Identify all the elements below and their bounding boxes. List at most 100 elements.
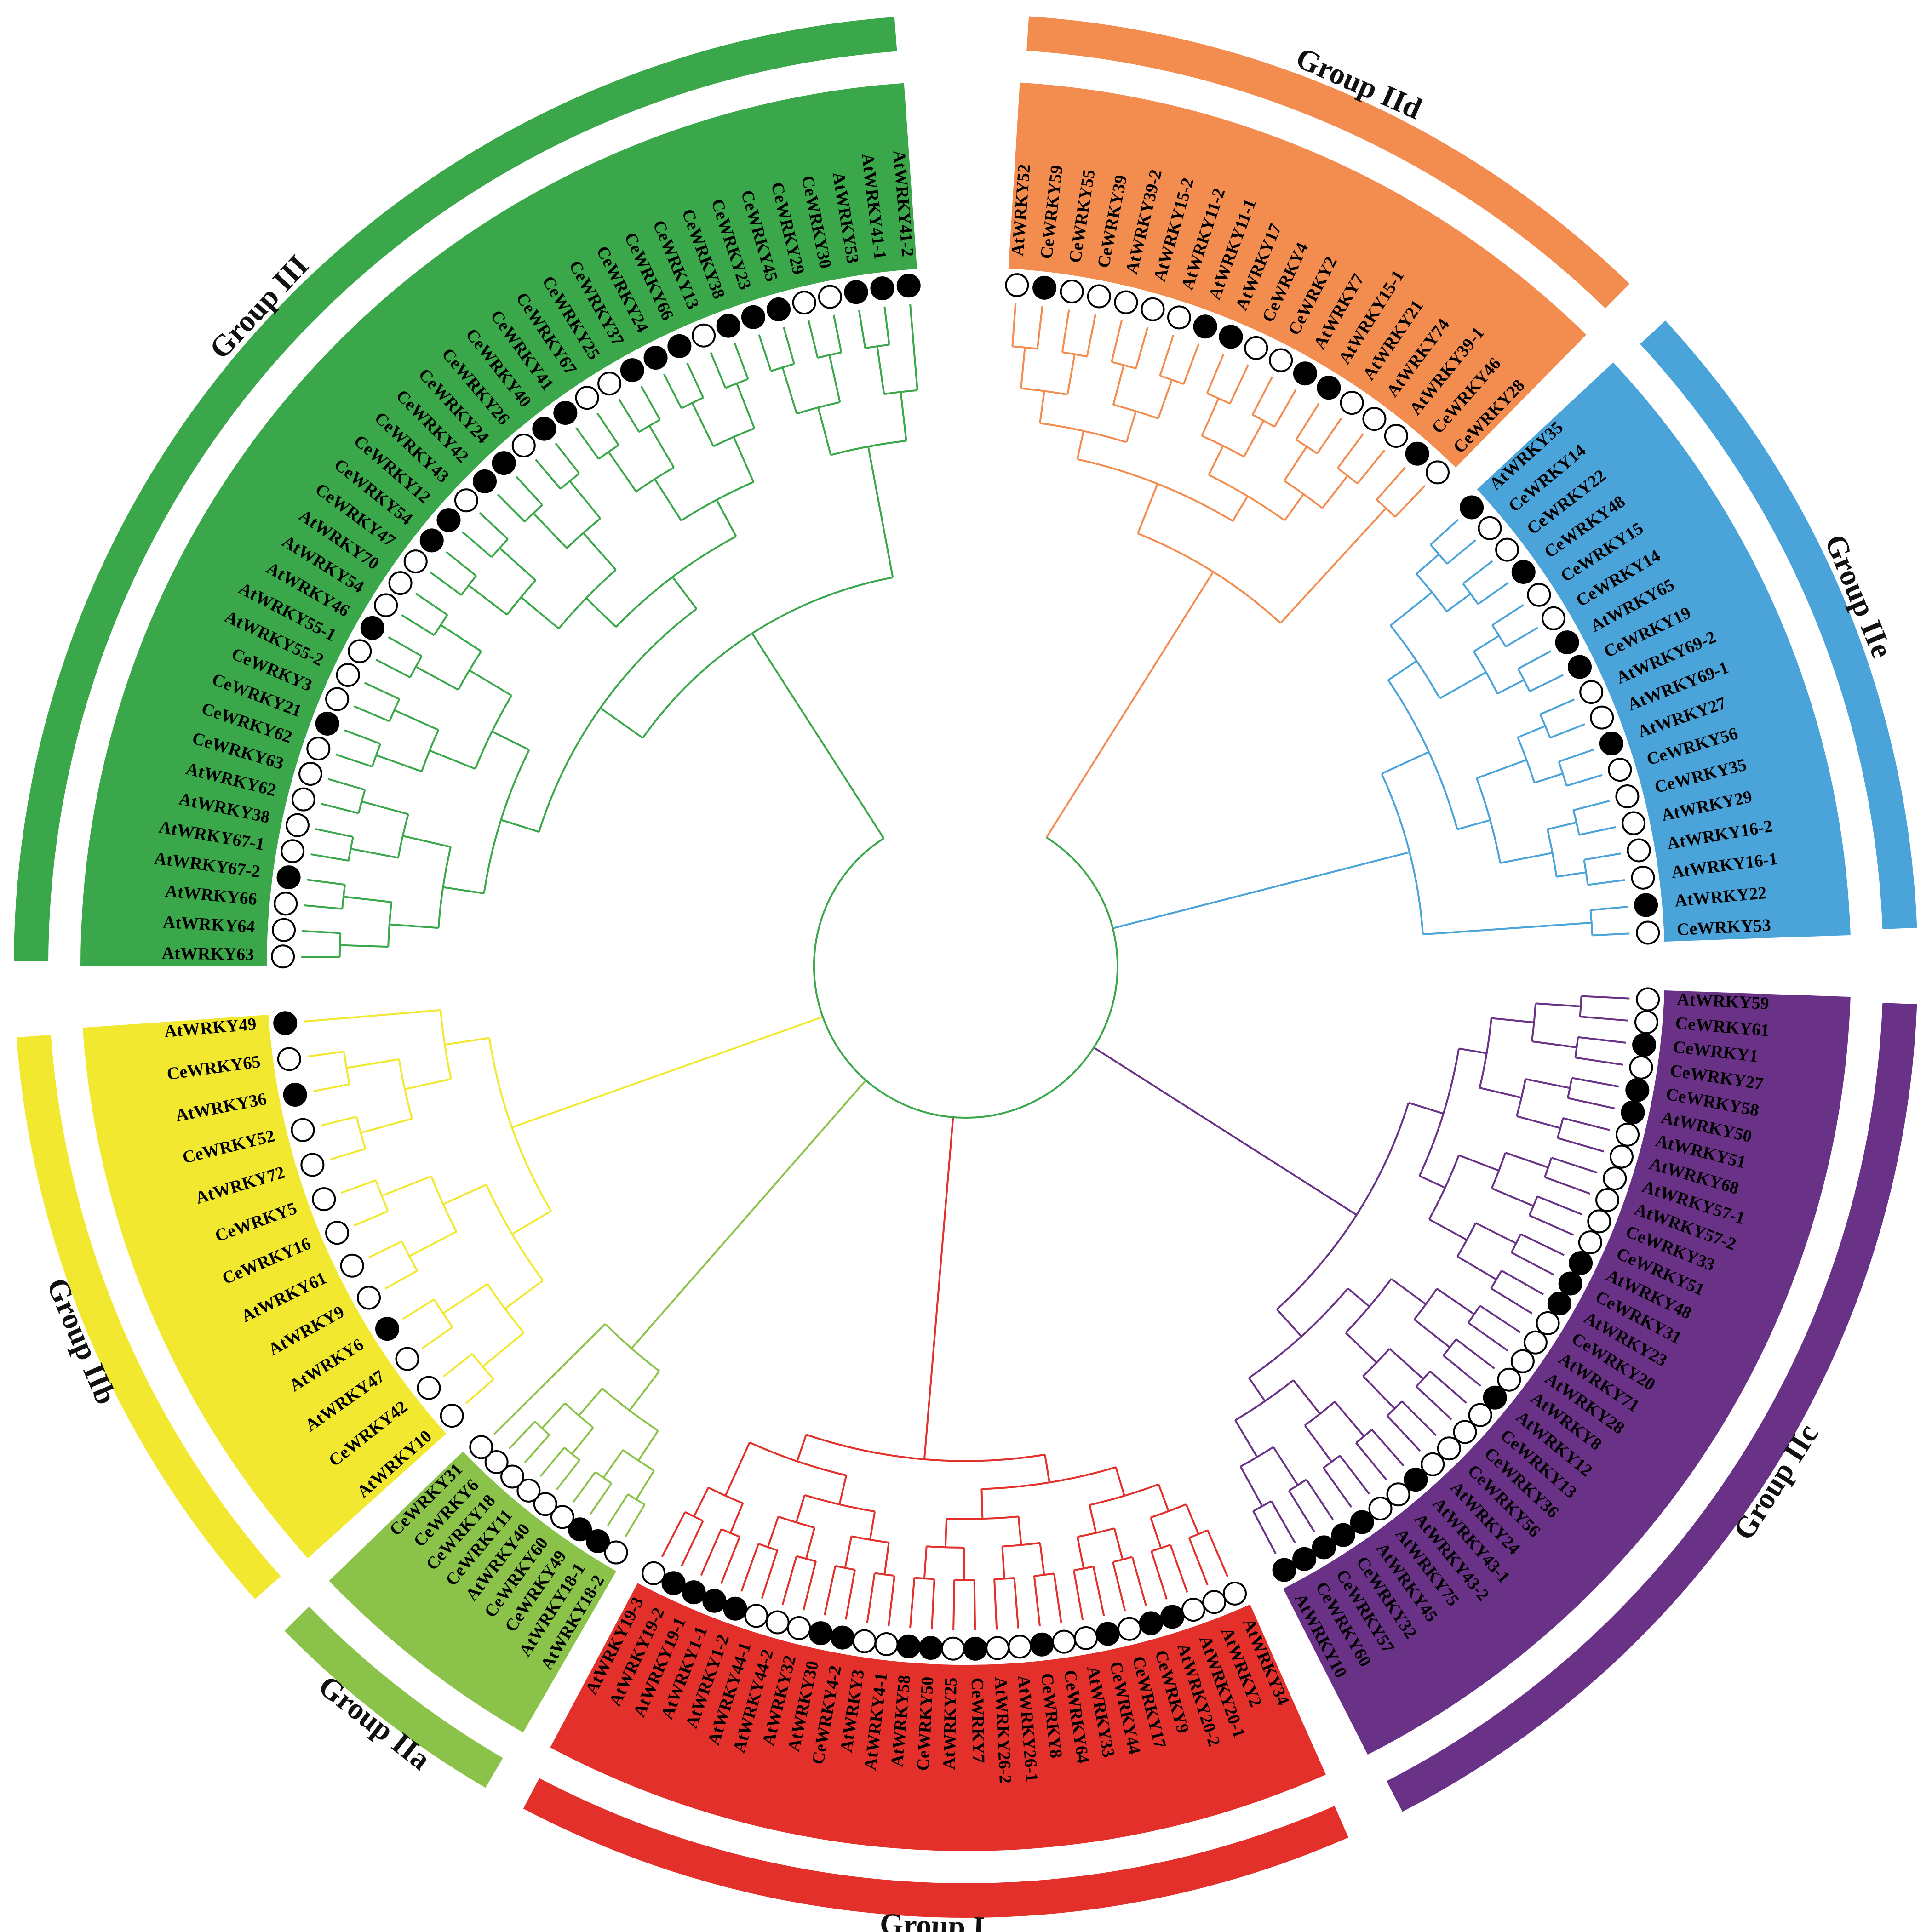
branch-segment — [1252, 1510, 1277, 1555]
leaf-marker — [870, 276, 894, 301]
branch-segment — [1185, 1503, 1199, 1535]
branch-segment — [1429, 1370, 1467, 1404]
branch-arc — [460, 575, 477, 596]
branch-segment — [828, 354, 841, 403]
branch-segment — [409, 1230, 457, 1257]
branch-segment — [1321, 475, 1348, 509]
branch-segment — [1551, 1157, 1598, 1174]
branch-segment — [1436, 1288, 1475, 1315]
branch-segment — [1575, 1057, 1623, 1066]
branch-segment — [1135, 326, 1149, 369]
branch-arc — [1589, 910, 1594, 936]
branch-segment — [445, 551, 477, 577]
branch-segment — [700, 1528, 722, 1576]
leaf-marker — [281, 839, 305, 863]
leaf-marker — [830, 1625, 854, 1650]
branch-segment — [724, 1442, 751, 1496]
branch-arc — [865, 343, 889, 349]
branch-segment — [1544, 1176, 1591, 1195]
leaf-marker — [417, 1376, 441, 1400]
branch-segment — [607, 1493, 629, 1526]
branch-segment — [1206, 353, 1225, 394]
branch-segment — [1416, 553, 1440, 575]
leaf-marker — [1331, 1523, 1355, 1547]
branch-segment — [602, 1449, 624, 1479]
branch-segment — [710, 352, 727, 389]
leaf-marker — [941, 1636, 965, 1661]
branch-segment — [1581, 995, 1630, 1000]
leaf-marker — [532, 417, 556, 441]
branch-segment — [1150, 1517, 1162, 1549]
branch-segment — [740, 1543, 760, 1592]
branch-segment — [468, 584, 508, 616]
branch-segment — [555, 442, 580, 474]
branch-segment — [402, 835, 451, 848]
branch-segment — [1371, 1429, 1405, 1467]
leaf-marker — [550, 1505, 574, 1529]
leaf-marker — [1052, 1629, 1076, 1654]
branch-segment — [401, 614, 435, 636]
leaf-marker — [300, 1153, 325, 1177]
branch-segment — [402, 1298, 435, 1320]
branch-segment — [648, 425, 675, 468]
branch-segment — [993, 1579, 998, 1630]
leaf-marker — [298, 762, 323, 786]
leaf-marker — [375, 1317, 400, 1341]
branch-segment — [572, 1471, 596, 1503]
branch-segment — [1112, 365, 1125, 405]
branch-segment — [1491, 1187, 1534, 1207]
branch-segment — [493, 1323, 606, 1435]
branch-segment — [608, 451, 637, 492]
leaf-marker — [1167, 305, 1191, 330]
branch-segment — [394, 709, 439, 731]
branch-segment — [1011, 303, 1017, 347]
leaf-marker — [1478, 516, 1502, 540]
leaf-marker — [1567, 655, 1592, 679]
leaf-marker — [642, 1561, 666, 1585]
leaf-marker — [744, 1604, 768, 1628]
branch-segment — [803, 1561, 817, 1611]
branch-segment — [952, 1579, 956, 1630]
branch-arc — [440, 1010, 452, 1080]
branch-segment — [1270, 1500, 1296, 1543]
branch-segment — [1036, 306, 1043, 349]
branch-segment — [1276, 1309, 1302, 1337]
branch-segment — [1577, 1036, 1626, 1044]
leaf-marker — [723, 1596, 747, 1621]
branch-segment — [1053, 1573, 1062, 1624]
branch-segment — [1170, 1544, 1188, 1593]
leaf-marker — [325, 687, 350, 711]
branch-arc — [1574, 1037, 1579, 1058]
branch-segment — [635, 1470, 655, 1500]
branch-segment — [1571, 1077, 1620, 1088]
root-branch — [1112, 851, 1410, 929]
branch-segment — [1535, 1002, 1581, 1007]
branch-segment — [796, 1434, 807, 1462]
branch-segment — [1322, 1467, 1353, 1508]
leaf-marker — [1627, 838, 1651, 863]
root-branch — [1093, 1046, 1357, 1216]
branch-segment — [1076, 1537, 1085, 1569]
branch-segment — [845, 1569, 856, 1620]
leaf-marker — [1340, 391, 1364, 415]
branch-segment — [858, 310, 866, 349]
branch-segment — [1501, 1269, 1544, 1296]
branch-arc — [1201, 435, 1244, 457]
branch-segment — [1531, 1040, 1577, 1049]
leaf-marker — [1312, 1535, 1336, 1560]
leaf-marker — [1293, 361, 1317, 386]
branch-segment — [1413, 1319, 1450, 1349]
branch-segment — [1473, 635, 1500, 652]
leaf-marker — [1622, 811, 1646, 835]
leaf-label-cewrky53: CeWRKY53 — [1676, 915, 1771, 939]
leaf-marker — [702, 1589, 727, 1613]
branch-segment — [1563, 1117, 1610, 1131]
leaf-marker — [1074, 1626, 1098, 1650]
branch-segment — [511, 1210, 552, 1235]
branch-segment — [384, 1270, 418, 1290]
leaf-marker — [1609, 1144, 1634, 1169]
leaf-marker — [568, 1517, 592, 1542]
branch-segment — [376, 754, 422, 772]
leaf-marker — [1453, 1420, 1477, 1444]
